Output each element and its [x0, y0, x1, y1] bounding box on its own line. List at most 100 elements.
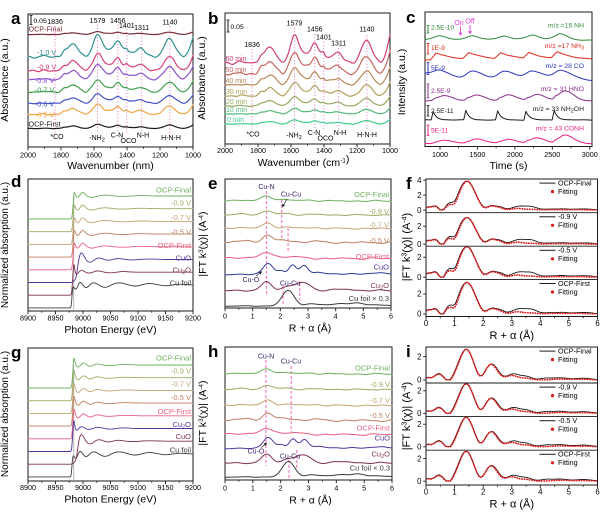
svg-text:m/z = 28 CO: m/z = 28 CO — [546, 63, 584, 70]
svg-text:1140: 1140 — [359, 27, 374, 34]
svg-text:CuO: CuO — [375, 434, 391, 443]
svg-text:OCP-Final: OCP-Final — [29, 25, 63, 34]
svg-text:6: 6 — [390, 484, 394, 493]
svg-text:1311: 1311 — [331, 41, 346, 48]
svg-text:N-H: N-H — [334, 130, 346, 137]
svg-text:CuO: CuO — [176, 432, 192, 441]
svg-text:0 min: 0 min — [227, 117, 244, 124]
svg-text:2: 2 — [417, 191, 421, 200]
svg-text:Fitting: Fitting — [558, 425, 578, 434]
svg-text:6: 6 — [389, 312, 393, 321]
svg-text:8900: 8900 — [20, 483, 36, 492]
svg-text:Normalized absorption (a.u.): Normalized absorption (a.u.) — [0, 351, 11, 477]
svg-text:0: 0 — [424, 319, 429, 328]
svg-text:-0.6 V: -0.6 V — [35, 100, 54, 109]
svg-text:1: 1 — [452, 319, 456, 328]
svg-text:Cu2O: Cu2O — [173, 266, 192, 277]
svg-text:3: 3 — [306, 312, 310, 321]
svg-text:1200: 1200 — [152, 151, 168, 160]
svg-text:Off: Off — [465, 19, 474, 26]
svg-text:OCP-Final: OCP-Final — [156, 354, 191, 363]
svg-text:2000: 2000 — [217, 146, 233, 155]
svg-text:2: 2 — [417, 222, 421, 231]
svg-text:1800: 1800 — [53, 151, 69, 160]
svg-text:Cu-N: Cu-N — [258, 184, 274, 191]
svg-text:1401: 1401 — [119, 23, 135, 30]
svg-text:Cu-Cu: Cu-Cu — [281, 359, 301, 366]
svg-text:6: 6 — [595, 319, 599, 328]
svg-text:|FT k3(χ)| (A-4): |FT k3(χ)| (A-4) — [401, 382, 413, 450]
svg-text:5E-9: 5E-9 — [431, 65, 445, 72]
svg-text:OCP-Final: OCP-Final — [354, 190, 389, 199]
svg-text:2500: 2500 — [544, 150, 560, 159]
svg-text:20 min: 20 min — [226, 99, 247, 106]
svg-text:1600: 1600 — [86, 151, 102, 160]
svg-text:Fitting: Fitting — [558, 355, 578, 364]
svg-text:2: 2 — [417, 253, 421, 262]
svg-text:OCP-Final: OCP-Final — [558, 179, 592, 188]
svg-text:0: 0 — [424, 488, 429, 497]
svg-text:-0.7 V: -0.7 V — [370, 396, 390, 405]
svg-text:N-H: N-H — [137, 133, 149, 140]
svg-text:2: 2 — [417, 454, 421, 463]
svg-text:9200: 9200 — [185, 483, 201, 492]
svg-text:0: 0 — [223, 484, 227, 493]
svg-text:8950: 8950 — [48, 314, 64, 323]
svg-text:m/z = 43 CONH: m/z = 43 CONH — [536, 126, 584, 133]
svg-text:1140: 1140 — [162, 20, 177, 27]
svg-text:9150: 9150 — [158, 314, 174, 323]
svg-text:3000: 3000 — [582, 150, 598, 159]
svg-text:2.5E-9: 2.5E-9 — [431, 88, 451, 95]
svg-text:-0.9 V: -0.9 V — [171, 367, 191, 376]
svg-text:0: 0 — [417, 310, 422, 319]
svg-text:0: 0 — [223, 312, 227, 321]
svg-text:10 min: 10 min — [226, 107, 247, 114]
svg-text:0: 0 — [417, 206, 422, 215]
svg-text:-0.9 V: -0.9 V — [171, 199, 191, 208]
svg-text:g: g — [11, 343, 21, 362]
svg-text:1311: 1311 — [134, 25, 149, 32]
svg-text:60 min: 60 min — [226, 56, 247, 63]
svg-text:2: 2 — [279, 484, 283, 493]
svg-text:Fitting: Fitting — [558, 458, 578, 467]
svg-text:m/z = 33 NH2OH: m/z = 33 NH2OH — [533, 106, 584, 115]
svg-text:-0.5 V: -0.5 V — [171, 228, 191, 237]
svg-text:OCP-First: OCP-First — [558, 450, 590, 459]
svg-text:5E-11: 5E-11 — [431, 128, 448, 135]
svg-text:50 min: 50 min — [226, 67, 247, 74]
svg-text:|FT k3(χ)| (A-4): |FT k3(χ)| (A-4) — [197, 380, 209, 445]
svg-text:R + α (Å): R + α (Å) — [489, 329, 534, 342]
svg-text:0.05: 0.05 — [34, 18, 47, 25]
svg-text:30 min: 30 min — [226, 89, 247, 96]
svg-text:CuO: CuO — [176, 254, 192, 263]
svg-text:1: 1 — [452, 488, 456, 497]
svg-text:0: 0 — [417, 477, 422, 486]
svg-text:-0.5 V: -0.5 V — [370, 411, 390, 420]
svg-text:0: 0 — [417, 409, 422, 418]
svg-text:-NH2: -NH2 — [286, 133, 302, 142]
svg-text:8900: 8900 — [20, 314, 36, 323]
svg-text:f: f — [406, 174, 412, 193]
svg-text:Cu-Cu: Cu-Cu — [280, 454, 300, 461]
svg-text:-0.9 V: -0.9 V — [370, 380, 390, 389]
svg-text:h: h — [208, 342, 218, 361]
svg-text:d: d — [11, 172, 21, 191]
svg-text:0: 0 — [417, 443, 422, 452]
svg-text:1000: 1000 — [382, 146, 398, 155]
svg-text:-1.0 V: -1.0 V — [37, 48, 56, 57]
svg-text:*CO: *CO — [246, 132, 260, 139]
svg-text:-0.8 V: -0.8 V — [35, 76, 54, 85]
svg-text:2: 2 — [481, 488, 485, 497]
svg-text:1000: 1000 — [432, 150, 448, 159]
svg-text:1579: 1579 — [287, 21, 303, 28]
svg-text:e: e — [208, 174, 217, 193]
svg-text:1: 1 — [251, 312, 255, 321]
svg-text:Wavenumber (cm-1): Wavenumber (cm-1) — [258, 154, 350, 170]
svg-text:2000: 2000 — [20, 151, 36, 160]
svg-text:Cu foil: Cu foil — [170, 279, 192, 288]
svg-text:5: 5 — [361, 312, 365, 321]
svg-text:4: 4 — [417, 176, 422, 185]
svg-text:R + α (Å): R + α (Å) — [289, 494, 332, 507]
svg-text:m/z = 31 HNO: m/z = 31 HNO — [541, 86, 584, 93]
svg-text:2.5E-11: 2.5E-11 — [431, 108, 454, 115]
